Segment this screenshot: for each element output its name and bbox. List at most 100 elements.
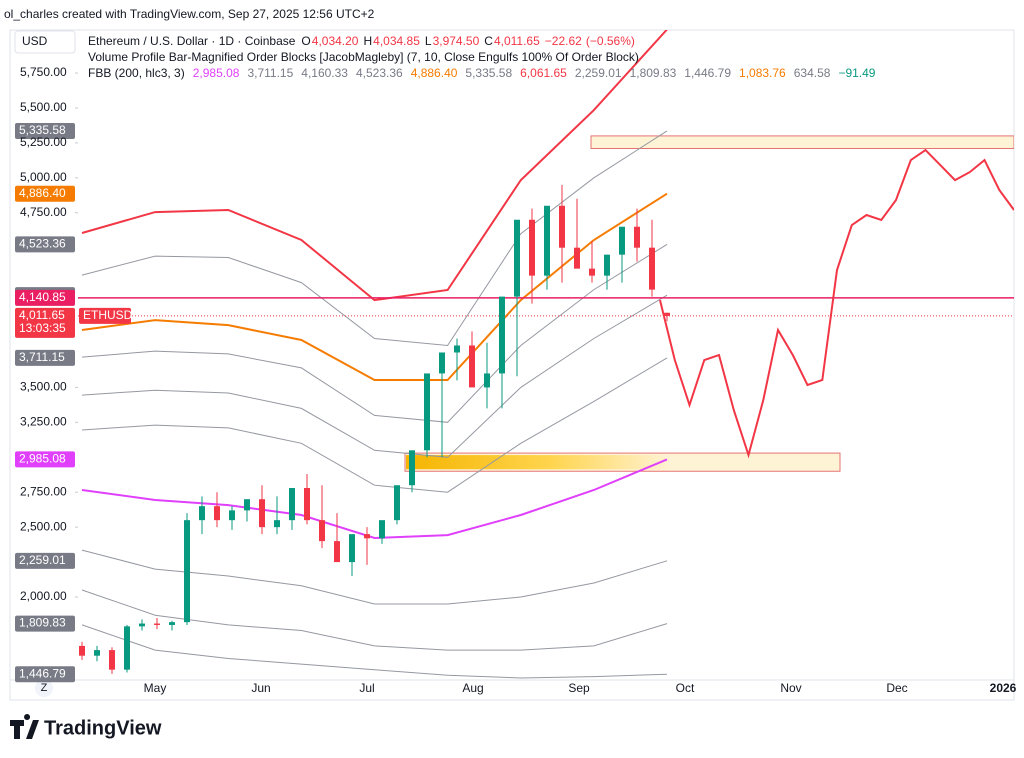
candle-body — [664, 312, 670, 316]
x-tick-label: Nov — [780, 681, 801, 695]
candle-body — [394, 485, 400, 521]
candle-body — [124, 626, 130, 670]
logo-icon — [10, 714, 39, 739]
fbb-band — [81, 357, 668, 493]
fbb-band — [81, 130, 668, 347]
candle-body — [184, 520, 190, 623]
x-tick-label: May — [144, 681, 167, 695]
order-block-volume — [406, 455, 671, 470]
y-tick-label: 5,250.00 — [20, 135, 67, 149]
band-badge-bg — [15, 349, 75, 366]
candle-body — [169, 622, 175, 625]
projection-line — [659, 148, 1014, 459]
y-tick-label: 5,000.00 — [20, 170, 67, 184]
y-tick-label: 2,500.00 — [20, 519, 67, 533]
ohlc-value: 4,034.20 — [312, 34, 359, 48]
candle-body — [409, 450, 415, 486]
fbb-legend-extra: 1,083.76 — [739, 66, 786, 80]
candle-body — [544, 205, 550, 276]
plot-area — [78, 30, 1014, 679]
fbb-legend-value: 6,061.65 — [520, 66, 567, 80]
band-badge: 4,886.40 — [19, 186, 66, 200]
y-tick-label: 5,750.00 — [20, 65, 67, 79]
fbb-band — [81, 549, 668, 605]
scale-button[interactable] — [35, 679, 53, 697]
candle-body — [424, 373, 430, 451]
band-badge-bg — [15, 122, 75, 139]
ohlc-prefix: L — [425, 34, 432, 48]
watermark: ol_charles created with TradingView.com,… — [4, 7, 375, 21]
fbb-legend-value: 1,809.83 — [630, 66, 677, 80]
x-tick-label: Jul — [359, 681, 374, 695]
band-badge-bg — [15, 451, 75, 468]
x-tick-label: 2026 — [990, 681, 1017, 695]
fbb-band — [81, 458, 668, 540]
candle-body — [154, 623, 160, 625]
band-badge-bg — [15, 615, 75, 632]
candle-body — [259, 499, 265, 528]
legend-change-pct: (−0.56%) — [586, 34, 635, 48]
currency: USD — [22, 34, 48, 48]
candle-body — [589, 268, 595, 276]
band-badge: 1,809.83 — [19, 616, 66, 630]
symbol-badge — [79, 307, 131, 324]
legend-change: −22.62 — [545, 34, 582, 48]
candle-body — [139, 623, 145, 627]
band-badge: 2,985.08 — [19, 452, 66, 466]
fbb-band — [81, 589, 668, 651]
hline-badge: 4,140.85 — [19, 290, 66, 304]
candle-body — [214, 506, 220, 521]
chart-frame — [9, 29, 1015, 701]
fbb-legend-extra: −91.49 — [838, 66, 875, 80]
candle-body — [334, 541, 340, 563]
candle-body — [94, 650, 100, 656]
candle-body — [499, 296, 505, 374]
band-badge: 3,711.15 — [19, 350, 65, 364]
candle-body — [274, 520, 280, 528]
band-badge: 1,446.79 — [19, 666, 66, 680]
currency-box[interactable] — [14, 30, 76, 54]
fbb-legend-value: 4,523.36 — [356, 66, 403, 80]
candle-body — [379, 520, 385, 539]
band-badge: 2,259.01 — [19, 553, 66, 567]
band-badge-bg — [15, 666, 75, 683]
scale-button-label: Z — [41, 682, 48, 694]
candle-body — [529, 219, 535, 276]
x-tick-label: Aug — [462, 681, 483, 695]
ohlc-prefix: C — [484, 34, 493, 48]
candle-body — [484, 373, 490, 388]
order-block — [590, 135, 1014, 149]
fbb-band — [81, 243, 668, 423]
y-tick-label: 2,000.00 — [20, 589, 67, 603]
fbb-legend-value: 1,446.79 — [684, 66, 731, 80]
x-tick-label: Jun — [251, 681, 270, 695]
band-badge: 5,335.58 — [19, 123, 66, 137]
fbb-legend-value: 5,335.58 — [465, 66, 512, 80]
candle-body — [319, 520, 325, 542]
candle-body — [229, 510, 235, 521]
candle-body — [289, 488, 295, 521]
candle-body — [514, 219, 520, 297]
fbb-legend-value: 3,711.15 — [247, 66, 293, 80]
fbb-band — [81, 294, 668, 458]
fbb-legend-value: 4,886.40 — [411, 66, 458, 80]
band-badge-bg — [15, 185, 75, 202]
brand: TradingView — [44, 717, 162, 739]
candle-body — [79, 645, 85, 656]
countdown: 13:03:35 — [19, 321, 66, 335]
fbb-band — [81, 30, 668, 302]
symbol: ETHUSD — [83, 308, 133, 322]
hline-badge-bg — [15, 289, 75, 306]
candle-body — [559, 205, 565, 248]
candle-body — [439, 352, 445, 374]
y-tick-label: 3,250.00 — [20, 415, 67, 429]
candle-body — [454, 345, 460, 353]
candle-body — [634, 226, 640, 248]
y-tick-label: 5,500.00 — [20, 100, 67, 114]
ohlc-prefix: H — [363, 34, 372, 48]
fbb-band — [81, 624, 668, 679]
indicator-label: Volume Profile Bar-Magnified Order Block… — [88, 50, 639, 64]
candle-body — [244, 499, 250, 511]
